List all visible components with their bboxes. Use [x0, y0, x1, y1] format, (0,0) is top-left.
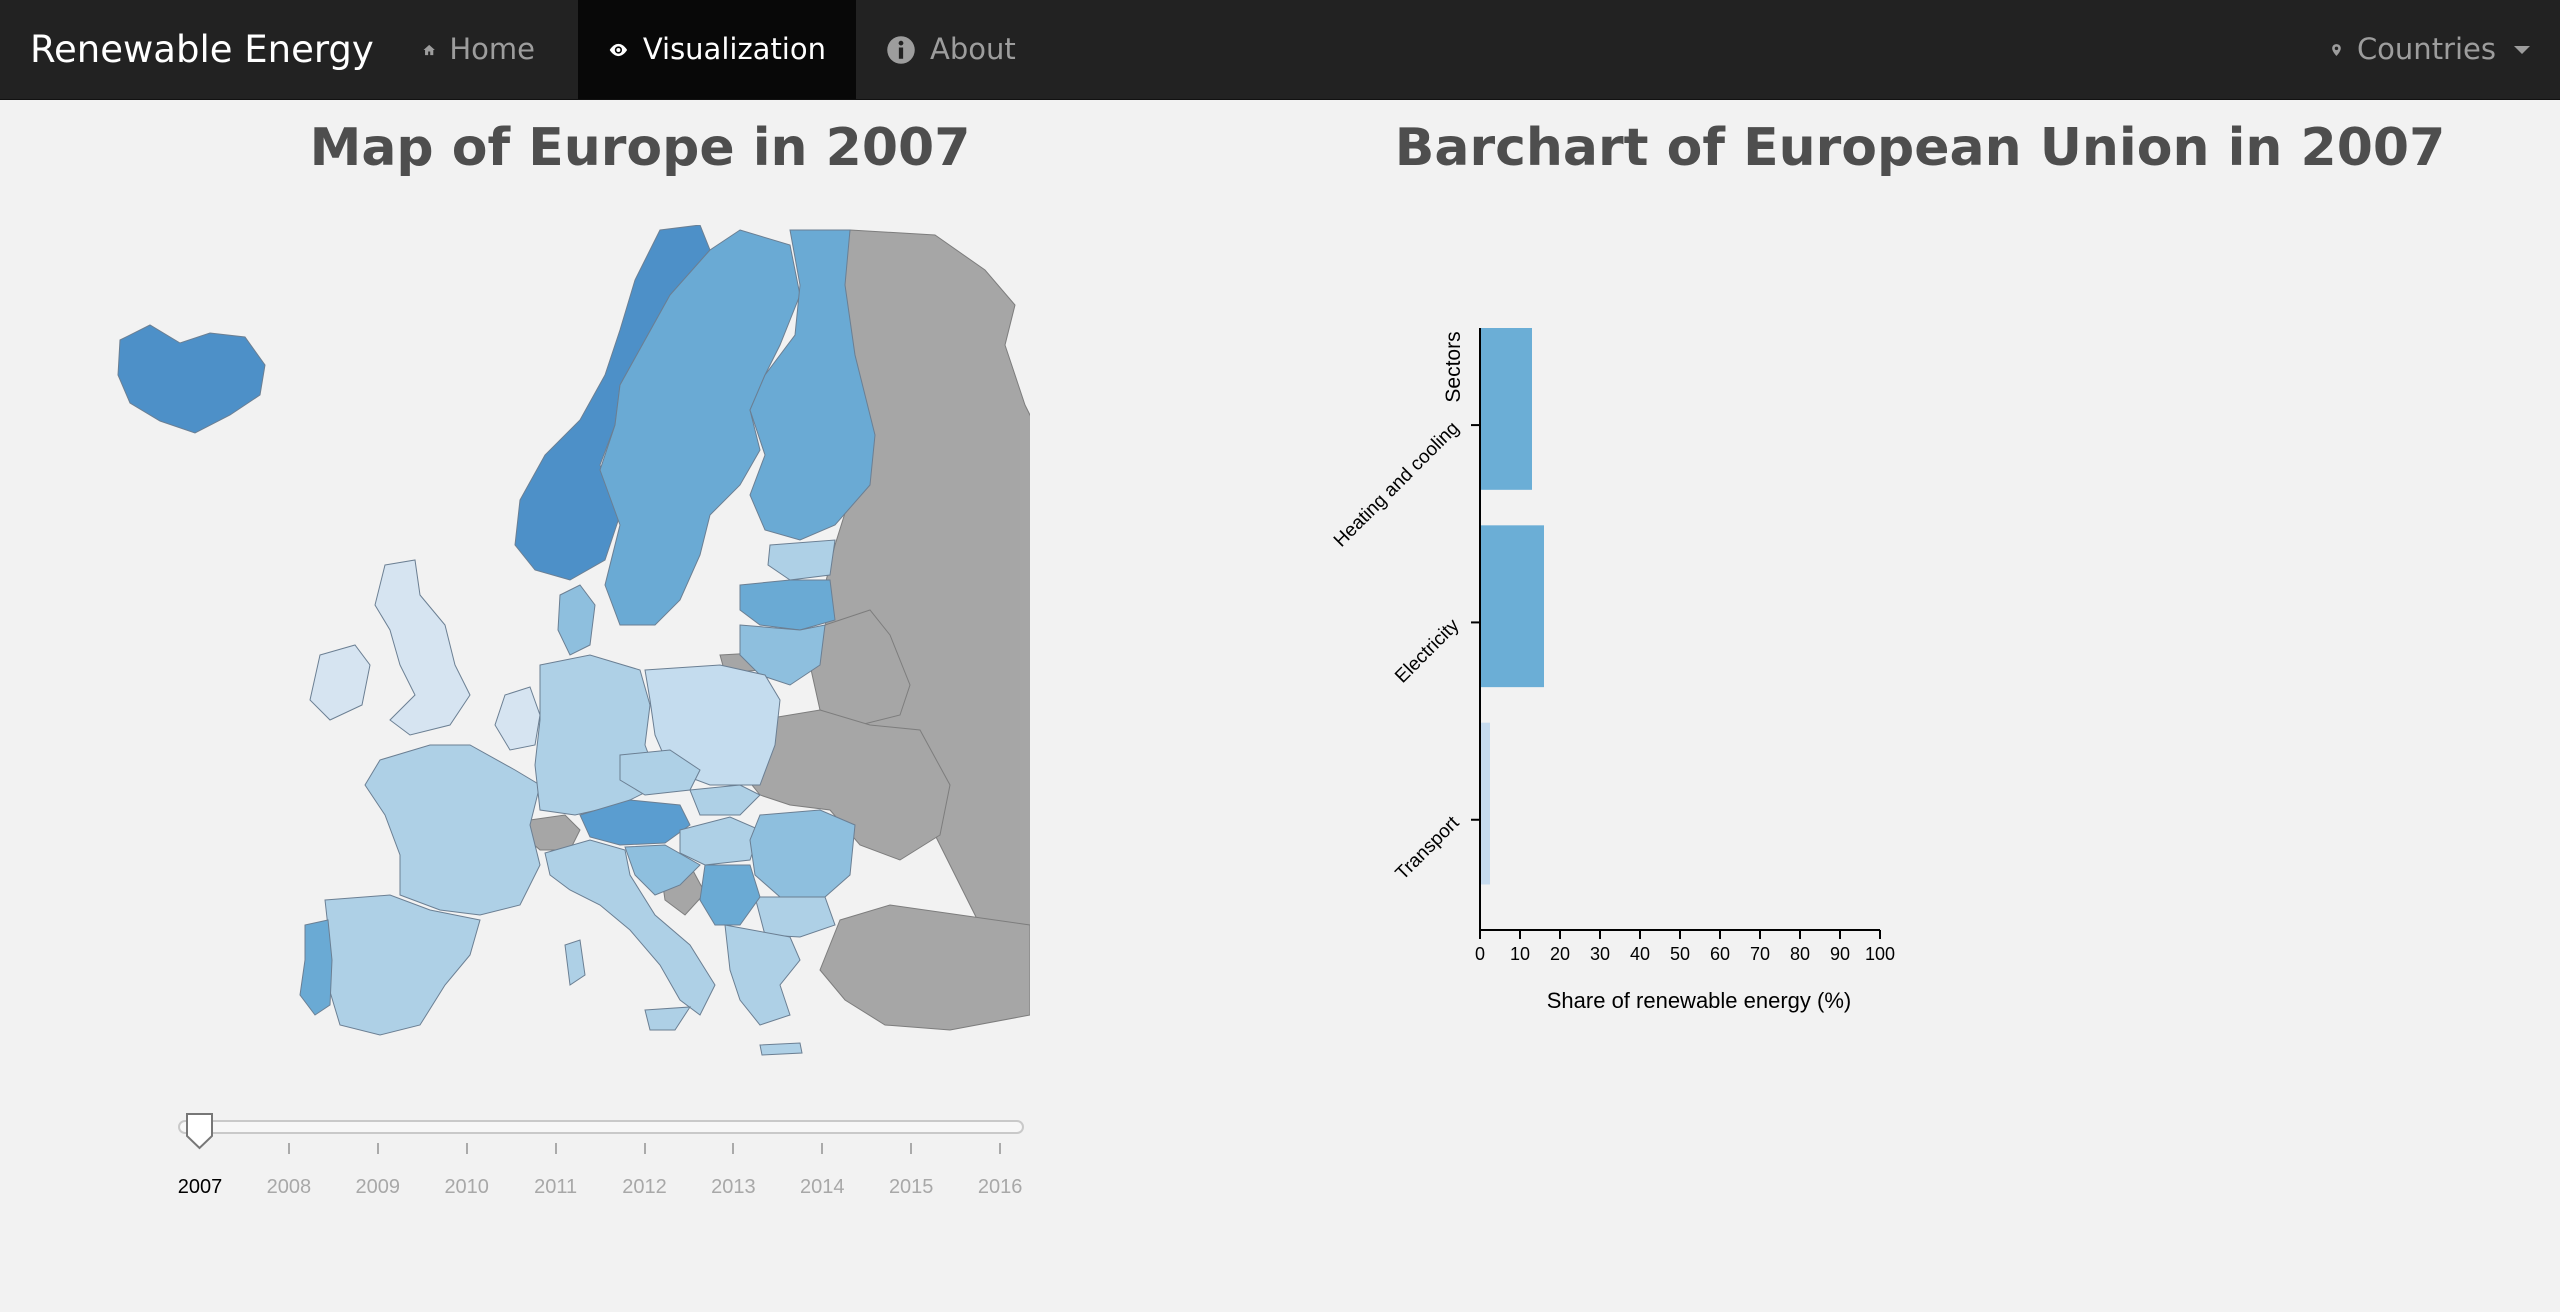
map-region-denmark[interactable] — [557, 584, 596, 656]
map-region-greece[interactable] — [724, 924, 801, 1026]
year-label-2016[interactable]: 2016 — [977, 1176, 1023, 1198]
year-label-2007[interactable]: 2007 — [177, 1176, 223, 1198]
map-region-poland[interactable] — [644, 664, 781, 786]
nav-visualization[interactable]: Visualization — [578, 0, 856, 99]
nav-home-label: Home — [449, 32, 535, 66]
map-region-estonia[interactable] — [767, 539, 836, 581]
year-tick — [465, 1143, 468, 1154]
map-region-spain[interactable] — [324, 894, 481, 1036]
navbar: Renewable Energy Home Visualization Abou… — [0, 0, 2560, 100]
year-label-2014[interactable]: 2014 — [800, 1176, 845, 1198]
map-region-serbia[interactable] — [699, 864, 761, 926]
map-region-uk[interactable] — [374, 559, 471, 736]
map-title: Map of Europe in 2007 — [309, 118, 971, 178]
map-region-romania[interactable] — [749, 809, 856, 898]
year-tick — [732, 1143, 735, 1154]
year-slider-track[interactable] — [178, 1120, 1024, 1134]
home-icon — [423, 44, 435, 55]
map-region-sardinia[interactable] — [564, 939, 586, 986]
nav-visualization-label: Visualization — [642, 32, 826, 66]
year-label-2015[interactable]: 2015 — [888, 1176, 934, 1198]
y-axis-label: Sectors — [1442, 331, 1465, 402]
map-region-sicily[interactable] — [644, 1006, 691, 1031]
countries-dropdown-label: Countries — [2356, 32, 2496, 66]
nav-about-label: About — [930, 32, 1016, 66]
nav-home[interactable]: Home — [393, 0, 565, 99]
year-tick — [376, 1143, 379, 1154]
barchart: Sectors Share of renewable energy (%) 0 1… — [1330, 328, 1895, 1013]
map-region-slovakia[interactable] — [689, 784, 761, 816]
map-region-portugal[interactable] — [299, 919, 333, 1016]
year-label-2011[interactable]: 2011 — [534, 1176, 578, 1198]
year-label-2008[interactable]: 2008 — [266, 1176, 312, 1198]
year-label-2013[interactable]: 2013 — [711, 1176, 756, 1198]
x-tick-label: 50 — [1670, 944, 1690, 964]
bar-layer — [1480, 328, 1544, 885]
caret-down-icon — [2514, 45, 2530, 54]
map-region-benelux[interactable] — [494, 686, 541, 751]
map-region-france[interactable] — [364, 744, 541, 916]
x-tick-label: 90 — [1830, 944, 1850, 964]
bar-electricity[interactable] — [1480, 525, 1544, 688]
map-region-hungary[interactable] — [679, 816, 761, 866]
map-region-latvia[interactable] — [739, 579, 836, 631]
nav-about[interactable]: About — [856, 0, 1056, 99]
map-region-belarus[interactable] — [809, 609, 911, 726]
year-label-2009[interactable]: 2009 — [355, 1176, 401, 1198]
x-tick-label: 60 — [1710, 944, 1730, 964]
map-marker-icon — [2332, 43, 2341, 56]
year-label-2012[interactable]: 2012 — [622, 1176, 667, 1198]
x-tick-label: 30 — [1590, 944, 1610, 964]
map-region-ireland[interactable] — [309, 644, 371, 721]
year-tick — [910, 1143, 913, 1154]
map-region-finland[interactable] — [749, 229, 876, 541]
brand-link[interactable]: Renewable Energy — [30, 28, 374, 71]
year-tick — [287, 1143, 290, 1154]
y-tick-label: Electricity — [1391, 615, 1464, 688]
y-tick-layer: Heating and cooling Electricity Transport — [1330, 418, 1480, 884]
map-region-croatia[interactable] — [624, 844, 701, 896]
x-axis-label: Share of renewable energy (%) — [1547, 988, 1852, 1013]
x-tick-layer: 0 10 20 30 40 50 60 70 80 90 100 — [1475, 930, 1895, 964]
x-tick-label: 70 — [1750, 944, 1770, 964]
year-tick — [999, 1143, 1002, 1154]
x-tick-label: 80 — [1790, 944, 1810, 964]
barchart-title: Barchart of European Union in 2007 — [1394, 118, 2446, 178]
y-tick-label: Transport — [1392, 812, 1464, 884]
info-circle-icon — [887, 35, 915, 64]
map-region-turkey[interactable] — [819, 904, 1030, 1031]
bar-heating-and-cooling[interactable] — [1480, 328, 1532, 490]
x-tick-label: 100 — [1865, 944, 1895, 964]
x-tick-label: 0 — [1475, 944, 1485, 964]
countries-dropdown[interactable]: Countries — [2300, 0, 2560, 99]
europe-map — [117, 225, 1030, 1056]
eye-icon — [609, 43, 628, 56]
map-region-austria[interactable] — [579, 799, 691, 846]
map-region-sweden[interactable] — [599, 229, 801, 626]
year-tick — [821, 1143, 824, 1154]
y-tick-label: Heating and cooling — [1330, 418, 1464, 552]
map-region-iceland[interactable] — [117, 324, 266, 434]
year-slider-handle[interactable] — [185, 1112, 215, 1150]
map-region-lithuania[interactable] — [739, 624, 826, 686]
year-label-2010[interactable]: 2010 — [444, 1176, 489, 1198]
map-region-crete[interactable] — [759, 1042, 803, 1056]
x-tick-label: 20 — [1550, 944, 1570, 964]
year-tick — [554, 1143, 557, 1154]
map-region-bulgaria[interactable] — [754, 896, 836, 938]
map-region-italy[interactable] — [544, 839, 716, 1016]
bar-transport[interactable] — [1480, 722, 1490, 885]
x-tick-label: 40 — [1630, 944, 1650, 964]
x-tick-label: 10 — [1510, 944, 1530, 964]
year-tick — [643, 1143, 646, 1154]
